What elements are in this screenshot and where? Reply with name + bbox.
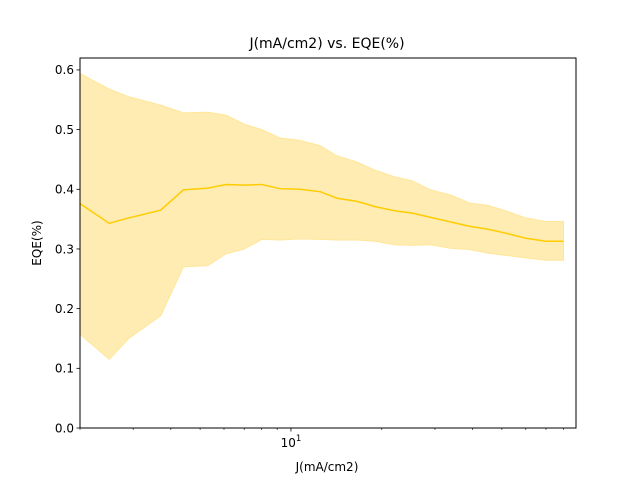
y-tick-label: 0.1 [55, 362, 74, 376]
series-0-point [279, 188, 280, 189]
series-0-point [336, 198, 337, 199]
series-0-point [412, 213, 413, 214]
series-0-line [79, 183, 564, 242]
series-0-point [109, 223, 110, 224]
series-0-point [299, 189, 300, 190]
x-tick-label: 101 [281, 434, 302, 450]
y-axis: 0.0 0.1 0.2 0.3 0.4 0.5 0.6 [55, 63, 80, 435]
series-0-point [226, 184, 227, 185]
plot-area [79, 72, 565, 361]
series-0-point [487, 229, 488, 230]
series-0-point [430, 217, 431, 218]
series-0-point [183, 189, 184, 190]
series-0-point [128, 217, 129, 218]
chart-title: J(mA/cm2) vs. EQE(%) [248, 36, 404, 52]
series-0-point [469, 226, 470, 227]
x-axis-label: J(mA/cm2) [295, 460, 359, 474]
y-tick-label: 0.5 [55, 123, 74, 137]
y-tick-label: 0.3 [55, 242, 74, 256]
series-0-band [79, 72, 565, 361]
series-0-point [525, 238, 526, 239]
series-0-point [320, 191, 321, 192]
series-0-point [374, 206, 375, 207]
series-0-point [356, 201, 357, 202]
y-tick-label: 0.2 [55, 302, 74, 316]
series-0-point [451, 222, 452, 223]
y-tick-label: 0.0 [55, 421, 74, 435]
series-0-point [506, 233, 507, 234]
series-0-point [244, 185, 245, 186]
series-0-point [545, 241, 546, 242]
y-axis-label: EQE(%) [30, 220, 44, 265]
y-tick-label: 0.6 [55, 63, 74, 77]
series-0-point [160, 210, 161, 211]
series-0-point [394, 210, 395, 211]
series-0-point [563, 241, 564, 242]
series-0-point [261, 184, 262, 185]
series-0-point [207, 188, 208, 189]
y-tick-label: 0.4 [55, 183, 74, 197]
plot-frame [79, 57, 577, 429]
